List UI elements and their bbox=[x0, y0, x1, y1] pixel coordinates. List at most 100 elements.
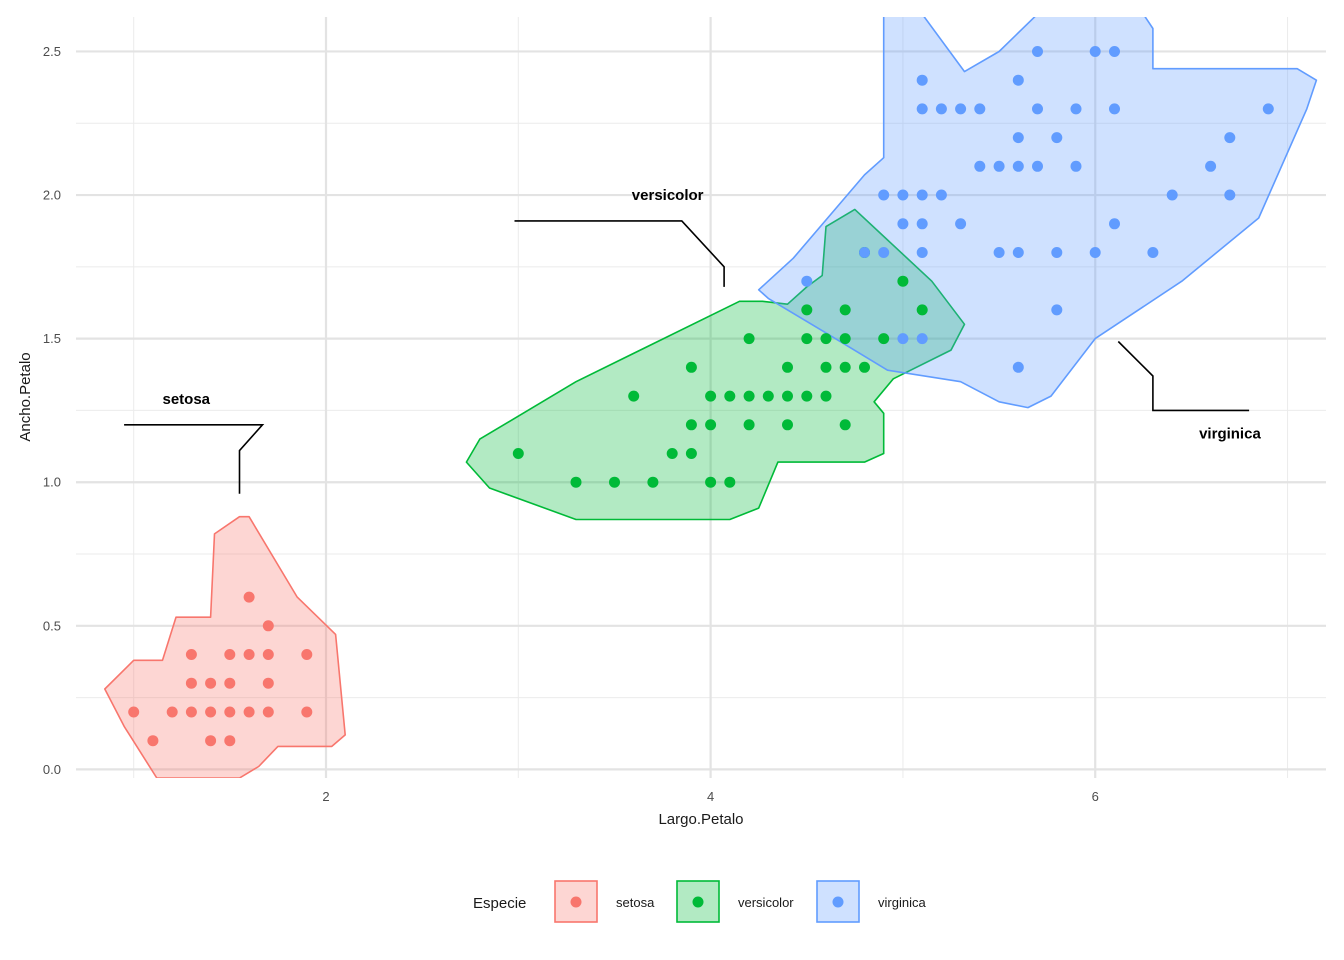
annotation-leader-virginica bbox=[1117, 340, 1250, 412]
point-versicolor bbox=[647, 476, 659, 488]
hull-layer bbox=[104, 17, 1318, 778]
legend-key-virginica bbox=[816, 880, 860, 923]
point-setosa bbox=[262, 620, 274, 632]
y-tick-label: 2.0 bbox=[43, 188, 61, 203]
hull-versicolor bbox=[465, 208, 966, 521]
point-virginica bbox=[1051, 304, 1063, 316]
x-tick-label: 6 bbox=[1092, 789, 1099, 804]
point-setosa bbox=[205, 735, 217, 747]
hull-virginica bbox=[757, 17, 1318, 409]
point-versicolor bbox=[609, 476, 620, 488]
point-virginica bbox=[935, 189, 947, 201]
point-virginica bbox=[1224, 132, 1236, 144]
grid bbox=[76, 17, 1326, 778]
point-versicolor bbox=[916, 304, 928, 316]
point-virginica bbox=[974, 103, 986, 115]
point-versicolor bbox=[897, 275, 909, 287]
y-tick-label: 0.0 bbox=[43, 762, 61, 777]
point-versicolor bbox=[839, 333, 851, 345]
legend-label-virginica: virginica bbox=[878, 895, 926, 910]
legend: Especie setosa versicolor virginica bbox=[473, 880, 926, 923]
point-virginica bbox=[993, 160, 1005, 172]
point-setosa bbox=[128, 706, 140, 718]
legend-key-versicolor bbox=[676, 880, 720, 923]
point-setosa bbox=[185, 677, 197, 689]
x-tick-label: 4 bbox=[707, 789, 714, 804]
point-virginica bbox=[897, 189, 909, 201]
point-virginica bbox=[1166, 189, 1178, 201]
legend-point-virginica bbox=[832, 896, 844, 908]
point-virginica bbox=[1012, 74, 1024, 86]
x-axis-title: Largo.Petalo bbox=[658, 811, 743, 828]
annotation-label-versicolor: versicolor bbox=[632, 187, 704, 204]
point-versicolor bbox=[705, 419, 717, 431]
point-versicolor bbox=[839, 419, 851, 431]
point-versicolor bbox=[820, 333, 832, 345]
point-virginica bbox=[1109, 46, 1120, 57]
point-setosa bbox=[262, 649, 274, 660]
point-virginica bbox=[1262, 103, 1274, 115]
point-virginica bbox=[1032, 160, 1043, 172]
point-virginica bbox=[1032, 103, 1043, 115]
tick-layer: 2 4 6 0.0 0.5 1.0 1.5 2.0 2.5 bbox=[43, 44, 1099, 804]
point-virginica bbox=[1012, 361, 1024, 373]
point-versicolor bbox=[839, 304, 851, 316]
point-virginica bbox=[1147, 247, 1159, 258]
point-setosa bbox=[243, 591, 255, 603]
legend-point-versicolor bbox=[692, 896, 704, 908]
point-virginica bbox=[1089, 46, 1101, 57]
point-virginica bbox=[878, 247, 890, 258]
point-setosa bbox=[147, 735, 159, 747]
point-setosa bbox=[243, 706, 255, 718]
point-setosa bbox=[205, 706, 217, 718]
annotation-leader-setosa bbox=[124, 423, 265, 494]
point-virginica bbox=[1070, 160, 1082, 172]
point-virginica bbox=[897, 333, 909, 345]
point-virginica bbox=[801, 275, 813, 287]
point-virginica bbox=[878, 189, 890, 201]
point-versicolor bbox=[743, 333, 755, 345]
legend-title: Especie bbox=[473, 895, 526, 912]
point-virginica bbox=[955, 218, 967, 230]
point-versicolor bbox=[724, 390, 736, 402]
point-setosa bbox=[262, 706, 274, 718]
legend-label-setosa: setosa bbox=[616, 895, 655, 910]
point-virginica bbox=[1051, 247, 1063, 258]
point-virginica bbox=[1032, 46, 1043, 57]
point-setosa bbox=[301, 649, 313, 660]
y-axis-title: Ancho.Petalo bbox=[17, 352, 34, 441]
point-versicolor bbox=[743, 390, 755, 402]
point-versicolor bbox=[762, 390, 774, 402]
point-versicolor bbox=[820, 390, 832, 402]
annotation-label-setosa: setosa bbox=[163, 391, 211, 408]
point-virginica bbox=[916, 218, 928, 230]
point-virginica bbox=[935, 103, 947, 115]
point-setosa bbox=[243, 649, 255, 660]
point-versicolor bbox=[705, 390, 717, 402]
point-virginica bbox=[897, 218, 909, 230]
point-versicolor bbox=[685, 361, 697, 373]
point-virginica bbox=[1224, 189, 1236, 201]
point-virginica bbox=[916, 74, 928, 86]
point-versicolor bbox=[782, 361, 793, 373]
annotation-layer: setosa versicolor virginica bbox=[124, 187, 1261, 494]
point-versicolor bbox=[570, 476, 582, 488]
point-versicolor bbox=[878, 333, 890, 345]
point-versicolor bbox=[705, 476, 717, 488]
point-setosa bbox=[224, 735, 236, 747]
y-tick-label: 2.5 bbox=[43, 44, 61, 59]
point-setosa bbox=[166, 706, 178, 718]
point-versicolor bbox=[512, 448, 524, 459]
y-tick-label: 1.0 bbox=[43, 475, 61, 490]
point-setosa bbox=[224, 649, 236, 660]
point-virginica bbox=[1089, 247, 1101, 258]
point-versicolor bbox=[801, 333, 813, 345]
point-setosa bbox=[185, 706, 197, 718]
point-setosa bbox=[185, 649, 197, 660]
point-virginica bbox=[1012, 160, 1024, 172]
point-setosa bbox=[224, 706, 236, 718]
point-virginica bbox=[1051, 132, 1063, 144]
point-setosa bbox=[301, 706, 313, 718]
point-versicolor bbox=[628, 390, 640, 402]
